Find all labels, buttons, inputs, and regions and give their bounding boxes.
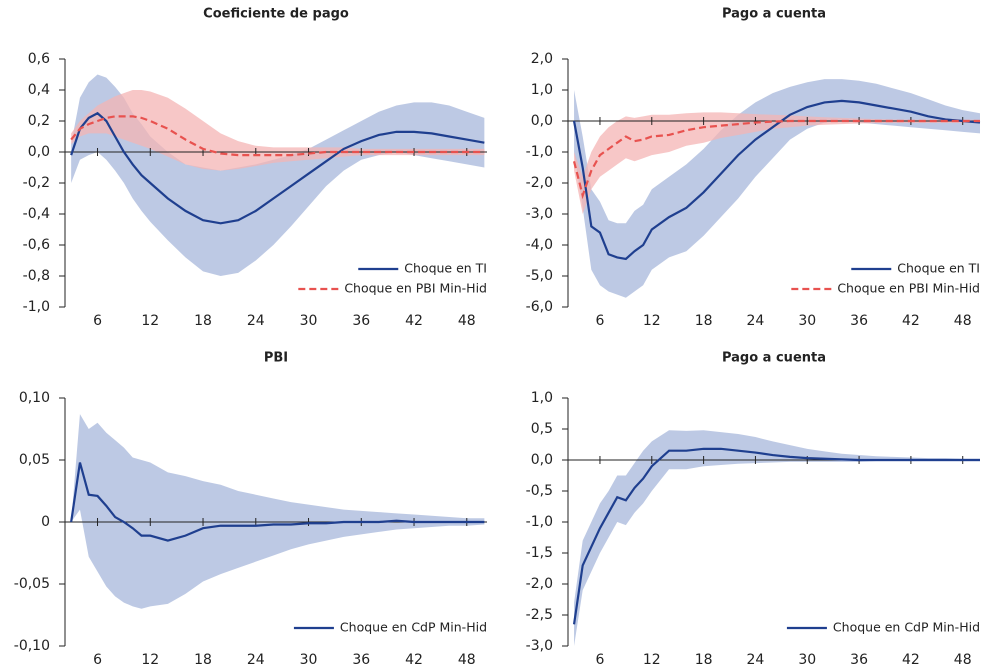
y-tick-label: 0,5: [531, 421, 553, 437]
y-tick-label: 0,0: [531, 452, 553, 468]
x-tick-label: 24: [747, 652, 765, 668]
y-tick-label: -4,0: [526, 237, 553, 253]
line: [572, 447, 980, 625]
x-tick-label: 18: [194, 313, 212, 329]
y-tick-label: -2,0: [526, 175, 553, 191]
x-tick-label: 12: [141, 652, 159, 668]
confidence-band: [574, 112, 980, 214]
line: [572, 119, 980, 200]
x-tick-label: 24: [247, 652, 265, 668]
legend-label: Choque en TI: [404, 261, 487, 276]
y-tick-label: -1,0: [526, 514, 553, 530]
y-tick-label: -2,5: [526, 607, 553, 623]
x-tick-label: 6: [93, 652, 102, 668]
x-tick-label: 12: [643, 313, 661, 329]
x-tick-label: 12: [643, 652, 661, 668]
y-tick-label: -0,10: [14, 638, 50, 654]
y-tick-label: 1,0: [531, 390, 553, 406]
y-tick-label: 2,0: [531, 51, 553, 67]
x-tick-label: 42: [405, 652, 423, 668]
legend-label: Choque en PBI Min-Hid: [837, 281, 980, 296]
x-tick-label: 6: [595, 313, 604, 329]
chart-title: Pago a cuenta: [722, 351, 826, 366]
legend-label: Choque en CdP Min-Hid: [833, 620, 980, 635]
y-tick-label: -1,0: [526, 144, 553, 160]
x-tick-label: 48: [954, 652, 972, 668]
x-tick-label: 18: [194, 652, 212, 668]
confidence-band: [71, 90, 485, 171]
x-tick-label: 36: [850, 313, 868, 329]
x-tick-label: 12: [141, 313, 159, 329]
x-tick-label: 36: [352, 652, 370, 668]
y-tick-label: -0,2: [23, 175, 50, 191]
x-tick-label: 48: [954, 313, 972, 329]
y-tick-label: -3,0: [526, 206, 553, 222]
x-tick-label: 36: [850, 652, 868, 668]
y-tick-label: -0,8: [23, 268, 50, 284]
chart-title: PBI: [264, 351, 288, 366]
x-tick-label: 42: [405, 313, 423, 329]
y-tick-label: -3,0: [526, 638, 553, 654]
legend-label: Choque en CdP Min-Hid: [340, 620, 487, 635]
line: [70, 111, 485, 225]
line: [70, 462, 485, 542]
y-tick-label: 0,10: [19, 390, 50, 406]
y-tick-label: -0,6: [23, 237, 50, 253]
x-tick-label: 6: [595, 652, 604, 668]
confidence-band: [71, 74, 485, 276]
x-tick-label: 24: [747, 313, 765, 329]
y-tick-label: -2,0: [526, 576, 553, 592]
chart-title: Coeficiente de pago: [203, 7, 349, 22]
x-tick-label: 18: [695, 313, 713, 329]
x-tick-label: 30: [798, 652, 816, 668]
line: [70, 115, 485, 157]
x-tick-label: 6: [93, 313, 102, 329]
x-tick-label: 48: [458, 652, 476, 668]
x-tick-label: 42: [902, 652, 920, 668]
y-tick-label: 0,4: [28, 82, 50, 98]
x-tick-label: 18: [695, 652, 713, 668]
line: [572, 99, 981, 261]
y-tick-label: -1,0: [23, 299, 50, 315]
x-tick-label: 24: [247, 313, 265, 329]
x-tick-label: 36: [352, 313, 370, 329]
x-tick-label: 48: [458, 313, 476, 329]
y-tick-label: -1,5: [526, 545, 553, 561]
y-tick-label: 1,0: [531, 82, 553, 98]
confidence-band: [574, 79, 980, 298]
x-tick-label: 30: [798, 313, 816, 329]
y-tick-label: -0,4: [23, 206, 50, 222]
legend-label: Choque en PBI Min-Hid: [344, 281, 487, 296]
x-tick-label: 42: [902, 313, 920, 329]
confidence-band: [71, 414, 485, 609]
y-tick-label: -0,05: [14, 576, 50, 592]
y-tick-label: -5,0: [526, 268, 553, 284]
x-tick-label: 30: [300, 313, 318, 329]
y-tick-label: -0,5: [526, 483, 553, 499]
y-tick-label: 0,0: [28, 144, 50, 160]
y-tick-label: 0: [41, 514, 50, 530]
y-tick-label: 0,6: [28, 51, 50, 67]
legend-label: Choque en TI: [897, 261, 980, 276]
chart-title: Pago a cuenta: [722, 7, 826, 22]
y-tick-label: 0,05: [19, 452, 50, 468]
y-tick-label: 0,2: [28, 113, 50, 129]
confidence-band: [574, 430, 980, 646]
x-tick-label: 30: [300, 652, 318, 668]
y-tick-label: 0,0: [531, 113, 553, 129]
y-tick-label: -6,0: [526, 299, 553, 315]
